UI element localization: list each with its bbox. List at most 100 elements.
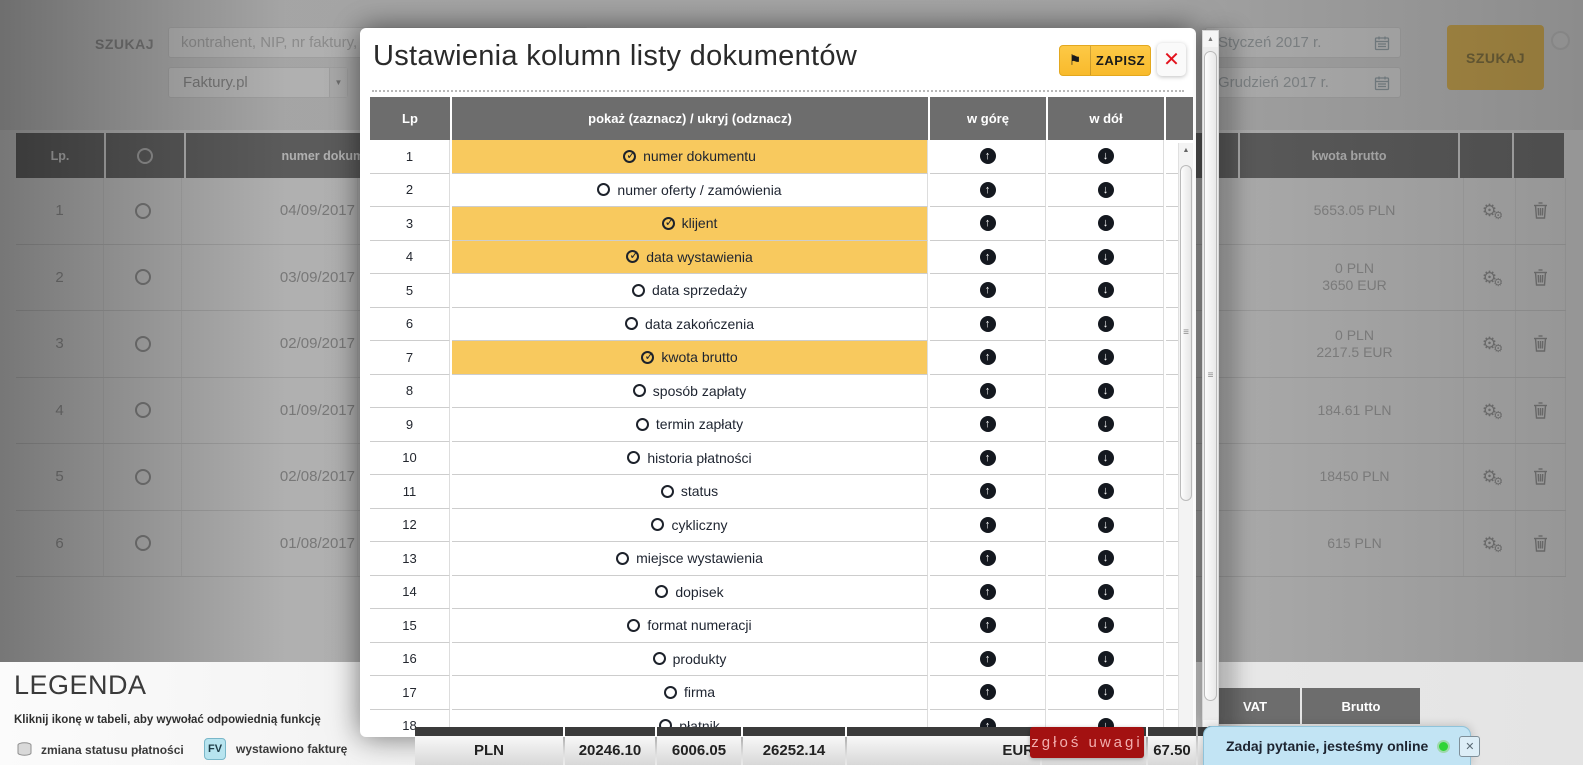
- column-row: 8 ✓ sposób zapłaty ↑ ↓: [370, 374, 1193, 408]
- modal-title: Ustawienia kolumn listy dokumentów: [373, 40, 858, 72]
- arrow-up-icon: ↑: [979, 248, 996, 265]
- move-up-cell[interactable]: ↑: [930, 240, 1046, 274]
- column-toggle-cell[interactable]: ✓ data sprzedaży: [452, 274, 928, 308]
- summary-header-brutto: Brutto: [1302, 688, 1420, 724]
- column-toggle-cell[interactable]: ✓ miejsce wystawienia: [452, 542, 928, 576]
- arrow-up-icon: ↑: [979, 483, 996, 500]
- checkbox-circle-icon: ✓: [626, 248, 640, 264]
- column-toggle-cell[interactable]: ✓ kwota brutto: [452, 341, 928, 375]
- column-toggle-cell[interactable]: ✓ numer dokumentu: [452, 140, 928, 174]
- row-number: 14: [370, 575, 450, 609]
- arrow-down-icon: ↓: [1097, 315, 1114, 332]
- scrollbar-thumb[interactable]: ≡: [1180, 165, 1192, 501]
- check-icon: ✓: [629, 248, 640, 263]
- row-number: 2: [370, 173, 450, 207]
- arrow-down-icon: ↓: [1097, 349, 1114, 366]
- row-number: 16: [370, 642, 450, 676]
- arrow-down-icon: ↓: [1097, 148, 1114, 165]
- move-down-cell[interactable]: ↓: [1048, 140, 1164, 174]
- move-down-cell[interactable]: ↓: [1048, 508, 1164, 542]
- move-down-cell[interactable]: ↓: [1048, 173, 1164, 207]
- column-toggle-cell[interactable]: ✓ historia płatności: [452, 441, 928, 475]
- column-label: produkty: [672, 650, 727, 667]
- column-toggle-cell[interactable]: ✓ cykliczny: [452, 508, 928, 542]
- checkbox-circle-icon: ✓: [655, 585, 669, 599]
- chat-widget[interactable]: Zadaj pytanie, jesteśmy online ✕: [1203, 726, 1481, 765]
- move-up-cell[interactable]: ↑: [930, 676, 1046, 710]
- summary-pln-vat: 6006.05: [657, 727, 741, 765]
- column-toggle-cell[interactable]: ✓ sposób zapłaty: [452, 374, 928, 408]
- close-button[interactable]: ✕: [1157, 43, 1186, 76]
- move-down-cell[interactable]: ↓: [1048, 441, 1164, 475]
- dialog-scrollbar[interactable]: ▲ ≡ ▼: [1202, 30, 1219, 737]
- checkbox-circle-icon: ✓: [663, 685, 677, 699]
- move-down-cell[interactable]: ↓: [1048, 274, 1164, 308]
- move-up-cell[interactable]: ↑: [930, 441, 1046, 475]
- save-button[interactable]: ⚑ ZAPISZ: [1059, 45, 1151, 76]
- row-number: 9: [370, 408, 450, 442]
- move-up-cell[interactable]: ↑: [930, 542, 1046, 576]
- column-toggle-cell[interactable]: ✓ dopisek: [452, 575, 928, 609]
- move-up-cell[interactable]: ↑: [930, 508, 1046, 542]
- column-toggle-cell[interactable]: ✓ numer oferty / zamówienia: [452, 173, 928, 207]
- column-label: dopisek: [675, 583, 724, 600]
- move-down-cell[interactable]: ↓: [1048, 408, 1164, 442]
- row-number: 17: [370, 676, 450, 710]
- chat-close-button[interactable]: ✕: [1459, 735, 1481, 757]
- report-feedback-button[interactable]: zgłoś uwagi: [1030, 727, 1144, 758]
- column-toggle-cell[interactable]: ✓ format numeracji: [452, 609, 928, 643]
- move-up-cell[interactable]: ↑: [930, 609, 1046, 643]
- check-icon: ✓: [626, 147, 637, 162]
- move-up-cell[interactable]: ↑: [930, 575, 1046, 609]
- column-row: 12 ✓ cykliczny ↑ ↓: [370, 508, 1193, 542]
- column-toggle-cell[interactable]: ✓ termin zapłaty: [452, 408, 928, 442]
- move-up-cell[interactable]: ↑: [930, 408, 1046, 442]
- checkbox-circle-icon: ✓: [627, 618, 641, 632]
- move-up-cell[interactable]: ↑: [930, 274, 1046, 308]
- move-down-cell[interactable]: ↓: [1048, 475, 1164, 509]
- move-up-cell[interactable]: ↑: [930, 307, 1046, 341]
- summary-eur-value: 67.50: [1148, 727, 1196, 765]
- column-toggle-cell[interactable]: ✓ produkty: [452, 642, 928, 676]
- arrow-up-icon: ↑: [979, 382, 996, 399]
- arrow-down-icon: ↓: [1097, 684, 1114, 701]
- move-down-cell[interactable]: ↓: [1048, 240, 1164, 274]
- move-up-cell[interactable]: ↑: [930, 207, 1046, 241]
- column-toggle-cell[interactable]: ✓ status: [452, 475, 928, 509]
- move-up-cell[interactable]: ↑: [930, 173, 1046, 207]
- move-down-cell[interactable]: ↓: [1048, 575, 1164, 609]
- scroll-up-icon[interactable]: ▲: [1182, 146, 1190, 154]
- column-toggle-cell[interactable]: ✓ firma: [452, 676, 928, 710]
- column-toggle-cell[interactable]: ✓ klijent: [452, 207, 928, 241]
- move-down-cell[interactable]: ↓: [1048, 207, 1164, 241]
- column-toggle-cell[interactable]: ✓ data wystawienia: [452, 240, 928, 274]
- column-toggle-cell[interactable]: ✓ data zakończenia: [452, 307, 928, 341]
- move-down-cell[interactable]: ↓: [1048, 341, 1164, 375]
- move-up-cell[interactable]: ↑: [930, 642, 1046, 676]
- move-down-cell[interactable]: ↓: [1048, 542, 1164, 576]
- coins-icon: [17, 742, 32, 756]
- scrollbar-thumb[interactable]: ≡: [1204, 51, 1217, 701]
- checkbox-circle-icon: ✓: [651, 518, 665, 532]
- arrow-up-icon: ↑: [979, 215, 996, 232]
- move-down-cell[interactable]: ↓: [1048, 374, 1164, 408]
- column-label: numer dokumentu: [643, 148, 756, 165]
- move-down-cell[interactable]: ↓: [1048, 307, 1164, 341]
- move-down-cell[interactable]: ↓: [1048, 609, 1164, 643]
- move-down-cell[interactable]: ↓: [1048, 642, 1164, 676]
- move-up-cell[interactable]: ↑: [930, 140, 1046, 174]
- summary-eur-currency: EUR: [847, 727, 1040, 765]
- column-row: 3 ✓ klijent ↑ ↓: [370, 207, 1193, 241]
- col-header-lp: Lp: [370, 97, 450, 140]
- row-number: 6: [370, 307, 450, 341]
- move-up-cell[interactable]: ↑: [930, 374, 1046, 408]
- scroll-up-icon[interactable]: ▲: [1203, 31, 1218, 47]
- move-down-cell[interactable]: ↓: [1048, 676, 1164, 710]
- column-row: 5 ✓ data sprzedaży ↑ ↓: [370, 274, 1193, 308]
- move-up-cell[interactable]: ↑: [930, 341, 1046, 375]
- row-number: 1: [370, 140, 450, 174]
- move-up-cell[interactable]: ↑: [930, 475, 1046, 509]
- row-number: 4: [370, 240, 450, 274]
- modal-table-scrollbar[interactable]: ▲ ≡: [1178, 143, 1193, 737]
